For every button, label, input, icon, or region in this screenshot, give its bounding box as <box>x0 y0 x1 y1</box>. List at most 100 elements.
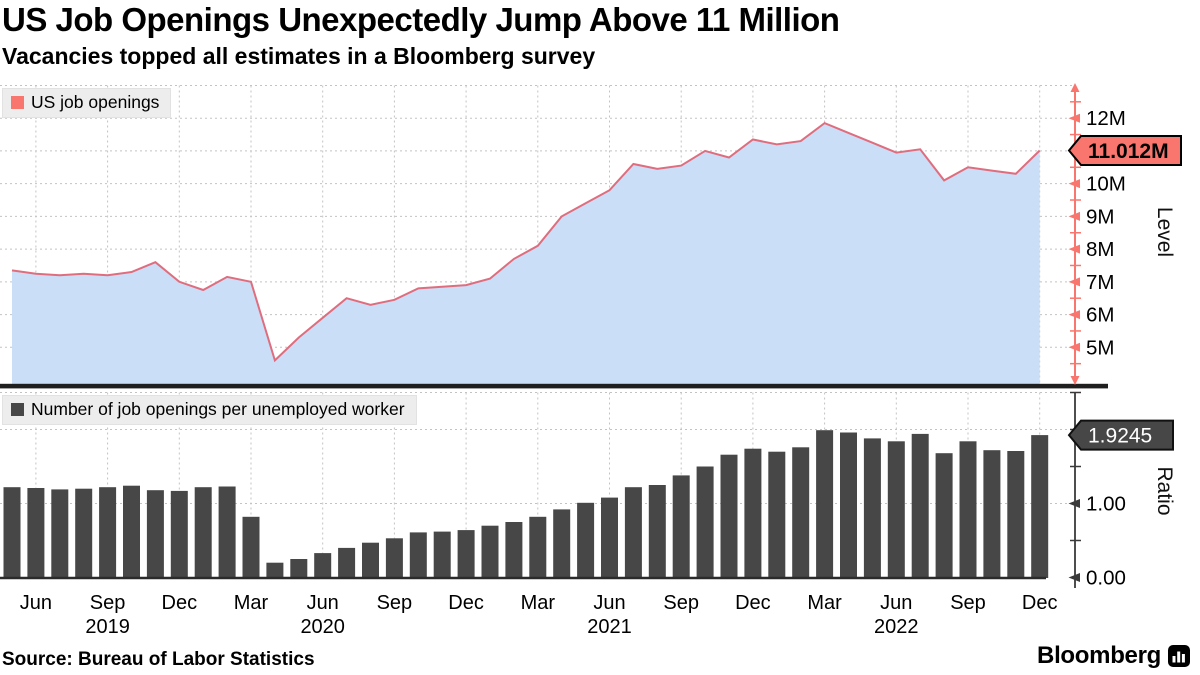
bar-ratio <box>242 516 260 578</box>
y-tick-label-level: 6M <box>1086 304 1114 327</box>
major-tick-arrow <box>1068 179 1080 189</box>
bar-ratio <box>553 509 571 578</box>
line-series-job-openings <box>11 121 1041 363</box>
bar-ratio <box>624 487 642 578</box>
area-series-job-openings <box>12 123 1040 385</box>
bloomberg-terminal-icon <box>1168 645 1190 667</box>
x-tick-year-label: 2021 <box>587 616 632 638</box>
legend-swatch-ratio <box>11 403 24 416</box>
major-tick-arrow <box>1068 310 1080 320</box>
bar-ratio <box>433 531 451 578</box>
major-tick-arrow <box>1068 244 1080 254</box>
x-tick-month-label: Dec <box>448 592 484 614</box>
axis-arrow-down <box>1070 376 1080 385</box>
chart-title: US Job Openings Unexpectedly Jump Above … <box>2 1 840 38</box>
bar-ratio <box>505 522 523 578</box>
x-tick-month-label: Dec <box>162 592 198 614</box>
bar-ratio <box>218 486 236 578</box>
bar-ratio <box>887 441 905 578</box>
x-tick-month-label: Mar <box>807 592 842 614</box>
y-tick-label-level: 12M <box>1086 107 1126 130</box>
x-tick-year-label: 2022 <box>874 616 919 638</box>
legend-label-ratio: Number of job openings per unemployed wo… <box>31 399 405 419</box>
bar-ratio <box>1031 435 1049 578</box>
bar-ratio <box>27 488 45 578</box>
y-tick-label-level: 9M <box>1086 205 1114 228</box>
x-tick-month-label: Sep <box>377 592 413 614</box>
y-axis-title-level: Level <box>1153 206 1176 258</box>
bar-ratio <box>266 562 284 578</box>
x-tick-month-label: Jun <box>20 592 52 614</box>
x-tick-year-label: 2019 <box>85 616 130 638</box>
bar-ratio <box>194 487 212 578</box>
bloomberg-wordmark: Bloomberg <box>1037 642 1161 669</box>
bar-ratio <box>863 438 881 578</box>
source-credit: Source: Bureau of Labor Statistics <box>2 649 315 670</box>
bar-ratio <box>935 453 953 578</box>
x-tick-month-label: Sep <box>663 592 699 614</box>
bar-ratio <box>696 466 714 578</box>
panel-divider <box>0 383 1108 389</box>
bar-ratio <box>648 485 666 578</box>
x-tick-month-label: Sep <box>950 592 986 614</box>
y-tick-label-level: 8M <box>1086 238 1114 261</box>
bar-ratio <box>744 448 762 578</box>
bar-ratio <box>409 532 427 578</box>
bar-ratio <box>529 516 547 578</box>
bar-ratio <box>481 525 499 578</box>
bar-ratio <box>601 497 618 578</box>
bar-ratio <box>3 487 21 578</box>
bar-ratio <box>983 450 1001 578</box>
y-axis-title-ratio: Ratio <box>1153 466 1176 516</box>
value-badge-openings-text: 11.012M <box>1088 140 1169 163</box>
major-tick-arrow <box>1068 499 1080 508</box>
bar-ratio <box>577 502 595 578</box>
major-tick-arrow <box>1068 277 1080 287</box>
bar-ratio <box>768 451 786 578</box>
bar-ratio <box>362 542 379 578</box>
y-tick-label-ratio: 0.00 <box>1086 567 1126 590</box>
bar-ratio <box>290 559 308 578</box>
bar-ratio <box>51 489 69 578</box>
bar-ratio <box>75 488 93 578</box>
bar-ratio <box>123 485 140 578</box>
x-tick-month-label: Jun <box>593 592 625 614</box>
legend-label-openings: US job openings <box>31 92 160 112</box>
chart-subtitle: Vacancies topped all estimates in a Bloo… <box>2 43 596 69</box>
legend-swatch-openings <box>11 96 24 109</box>
major-tick-arrow <box>1068 573 1080 582</box>
bar-ratio <box>720 454 738 578</box>
bar-ratio <box>146 490 164 578</box>
x-tick-month-label: Mar <box>234 592 269 614</box>
bar-ratio <box>385 538 403 578</box>
bar-ratio <box>338 547 356 578</box>
bar-ratio <box>1007 451 1025 578</box>
bar-ratio <box>959 441 977 578</box>
x-tick-month-label: Jun <box>880 592 912 614</box>
axis-arrow-up <box>1070 83 1080 92</box>
x-tick-month-label: Dec <box>735 592 771 614</box>
y-tick-label-level: 10M <box>1086 173 1126 196</box>
y-tick-label-ratio: 1.00 <box>1086 493 1126 516</box>
x-tick-month-label: Sep <box>90 592 126 614</box>
bar-ratio <box>99 487 117 578</box>
bar-ratio <box>170 490 188 578</box>
x-tick-month-label: Dec <box>1022 592 1058 614</box>
legend-job-openings: US job openings <box>2 88 172 118</box>
x-tick-month-label: Jun <box>307 592 339 614</box>
value-badge-openings <box>1067 135 1182 167</box>
bar-ratio <box>911 433 929 578</box>
value-badge-ratio <box>1067 419 1174 451</box>
bar-ratio <box>314 553 332 578</box>
major-tick-arrow <box>1068 342 1080 352</box>
x-tick-year-label: 2020 <box>300 616 345 638</box>
major-tick-arrow <box>1068 211 1080 221</box>
x-tick-month-label: Mar <box>521 592 556 614</box>
bar-ratio <box>672 475 690 578</box>
bloomberg-logo: Bloomberg <box>1037 642 1190 670</box>
y-tick-label-level: 5M <box>1086 336 1114 359</box>
bar-ratio <box>792 447 810 578</box>
y-tick-label-level: 7M <box>1086 271 1114 294</box>
